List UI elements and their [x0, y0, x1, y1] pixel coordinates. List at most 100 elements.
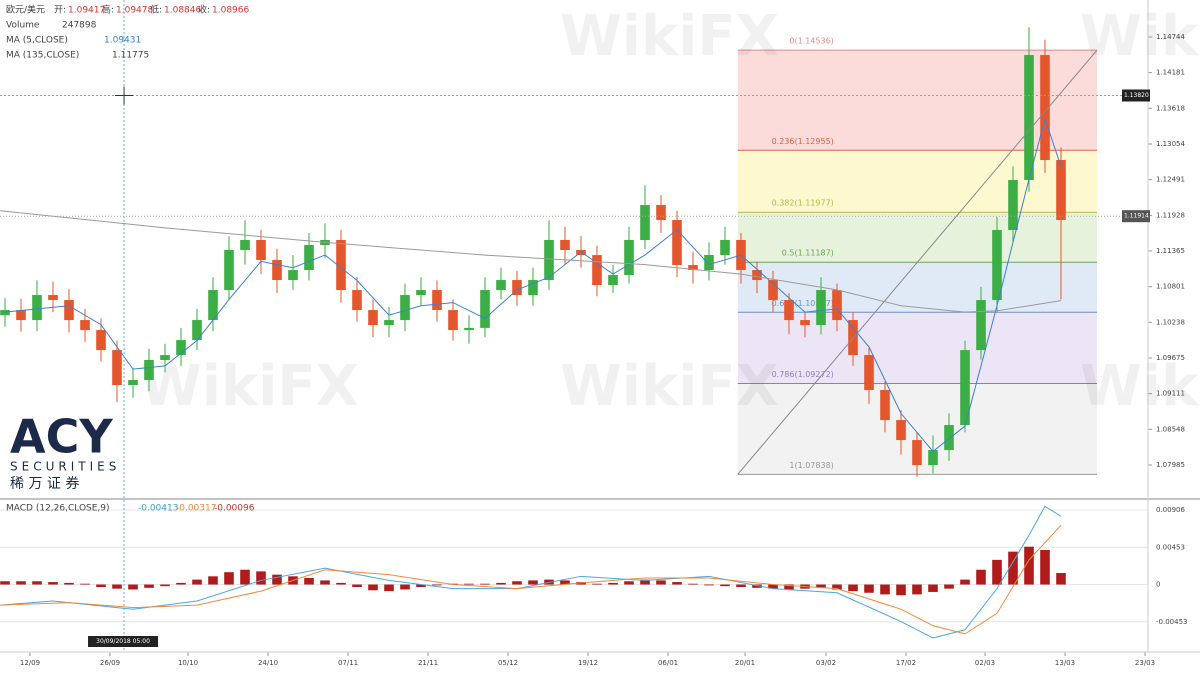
macd-bar: [784, 584, 794, 590]
fib-label: 0.786(1.09272): [772, 370, 834, 379]
macd-bar: [608, 582, 618, 585]
x-tick-label: 23/03: [1135, 659, 1155, 667]
candle-body: [464, 327, 474, 331]
candle-body: [912, 440, 922, 466]
watermark: WikiFX: [1080, 4, 1200, 69]
macd-bar: [688, 583, 698, 585]
macd-reading: -0.00413: [138, 504, 178, 514]
x-tick-label: 24/10: [258, 659, 278, 667]
candle-body: [80, 320, 90, 331]
candle-body: [976, 300, 986, 351]
macd-bar: [1040, 550, 1050, 585]
macd-bar: [16, 581, 26, 585]
macd-bar: [768, 584, 778, 589]
macd-bar: [32, 581, 42, 585]
x-tick-label: 03/02: [816, 659, 836, 667]
macd-bar: [528, 580, 538, 585]
macd-label: MACD (12,26,CLOSE,9): [6, 504, 110, 514]
x-tick-label: 10/10: [178, 659, 198, 667]
candle-body: [96, 330, 106, 351]
candle-body: [960, 350, 970, 426]
macd-bar: [192, 579, 202, 585]
ma-line: [4, 117, 1062, 453]
x-tick-label: 06/01: [658, 659, 678, 667]
macd-bar: [480, 583, 490, 585]
fib-label: 0.5(1.11187): [782, 249, 834, 258]
price-tag-label: 1.11914: [1124, 213, 1149, 220]
candle-body: [752, 270, 762, 281]
y-tick-label: 1.12491: [1156, 176, 1185, 184]
macd-bar: [720, 584, 730, 587]
candle-body: [784, 300, 794, 321]
crosshair-price-label: 1.13820: [1124, 92, 1149, 99]
y-tick-label: 1.09111: [1156, 390, 1185, 398]
candle-body: [144, 360, 154, 381]
open-value: 1.09417: [68, 6, 105, 16]
y-tick-label: 1.09675: [1156, 354, 1185, 362]
fib-trendline: [737, 49, 1098, 475]
price-tag: [1122, 210, 1150, 223]
macd-bar: [48, 582, 58, 585]
macd-reading: -0.00317: [176, 504, 216, 514]
candle-body: [832, 290, 842, 321]
watermark: WikiFX: [560, 4, 779, 69]
y-tick-label: 1.10801: [1156, 283, 1185, 291]
macd-bar: [224, 572, 234, 585]
candle-body: [624, 240, 634, 276]
candle-body: [240, 240, 250, 251]
candle-body: [208, 290, 218, 321]
candle-body: [656, 205, 666, 220]
macd-bar: [272, 574, 282, 585]
crosshair-date-label: 30/09/2018 05:00: [96, 638, 150, 645]
macd-bar: [816, 584, 826, 588]
y2-tick-label: 0: [1156, 581, 1160, 589]
macd-bar: [1024, 546, 1034, 585]
macd-reading: -0.00096: [214, 504, 255, 514]
macd-bar: [592, 583, 602, 585]
watermark: WikiFX: [560, 354, 779, 419]
macd-bar: [896, 584, 906, 596]
macd-bar: [80, 583, 90, 585]
candle-body: [864, 355, 874, 391]
candle-body: [704, 255, 714, 271]
fib-label: 0(1.14536): [789, 37, 833, 46]
candle-body: [224, 250, 234, 291]
macd-bar: [176, 582, 186, 585]
macd-bar: [464, 583, 474, 585]
candle-body: [16, 310, 26, 321]
x-tick-label: 02/03: [975, 659, 995, 667]
macd-bar: [864, 584, 874, 593]
crosshair-price-tag: [1122, 89, 1150, 102]
logo-brand: ACY: [10, 410, 113, 464]
candle-body: [480, 290, 490, 328]
candle-body: [640, 205, 650, 241]
candle-body: [672, 219, 682, 266]
y-tick-label: 1.13054: [1156, 140, 1185, 148]
macd-bar: [352, 584, 362, 588]
candle-body: [0, 310, 10, 316]
macd-bar: [384, 584, 394, 592]
candle-body: [32, 295, 42, 321]
macd-bar: [560, 580, 570, 585]
candle-body: [928, 450, 938, 466]
fib-label: 1(1.07838): [789, 461, 833, 470]
ma5-label: MA (5,CLOSE): [6, 36, 68, 46]
low-value: 1.08846: [164, 6, 201, 16]
candle-body: [448, 310, 458, 331]
candle-body: [416, 290, 426, 296]
macd-bar: [336, 582, 346, 585]
crosshair-date-tag: [88, 636, 159, 647]
fib-zone: [737, 212, 1097, 263]
ma-line: [0, 210, 1062, 313]
fib-label: 0.236(1.12955): [772, 137, 834, 146]
y-tick-label: 1.10238: [1156, 318, 1185, 326]
x-tick-label: 07/11: [338, 659, 358, 667]
x-tick-label: 12/09: [20, 659, 40, 667]
macd-bar: [64, 582, 74, 585]
candle-body: [384, 320, 394, 326]
y-tick-label: 1.08548: [1156, 425, 1185, 433]
candle-body: [688, 265, 698, 271]
macd-bar: [752, 584, 762, 588]
y-tick-label: 1.14744: [1156, 33, 1185, 41]
candle-body: [48, 295, 58, 301]
